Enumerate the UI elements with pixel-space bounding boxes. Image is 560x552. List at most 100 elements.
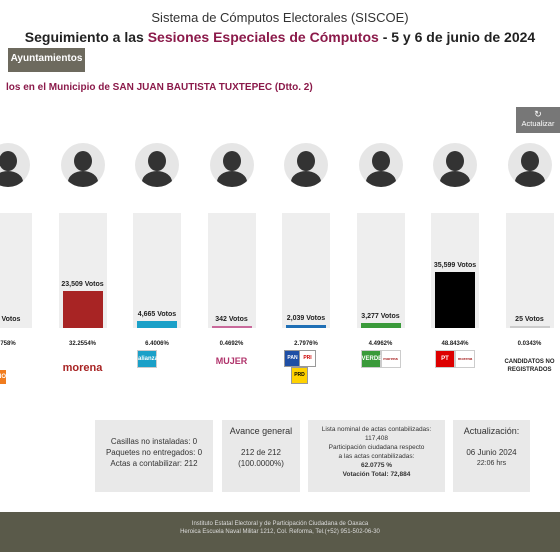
percent: 6.4006% (145, 341, 169, 347)
bar-panel (0, 213, 32, 328)
percent: 4.4962% (368, 341, 393, 347)
title-lead: Seguimiento a las (24, 29, 148, 45)
stat: 22:06 hrs (476, 460, 507, 467)
system-title: Sistema de Cómputos Electorales (SISCOE) (151, 10, 409, 25)
stat: 06 Junio 2024 (466, 448, 517, 457)
vote-label: 25 Votos (515, 316, 544, 323)
percent: 0.0343% (517, 341, 542, 347)
logo-text: ADANO (0, 370, 6, 384)
vote-label: 4,665 Votos (137, 310, 177, 318)
vote-label: 3,277 Votos (361, 312, 400, 320)
logo-text: MUJER (215, 356, 248, 366)
percent: 2.7976% (294, 341, 318, 347)
bar (435, 272, 475, 328)
party-logo: morena (59, 350, 107, 392)
stat: Casillas no instaladas: 0 (110, 437, 198, 446)
logo-text: morena (455, 350, 475, 368)
party-logo: CANDIDATOS NO REGISTRADOS (504, 350, 554, 392)
avatar (284, 143, 328, 187)
stats-box: Actualización: 06 Junio 2024 22:06 hrs (453, 420, 530, 492)
bar (509, 326, 550, 328)
party-logo: PT morena (431, 350, 479, 392)
stats-box: Lista nominal de actas contabilizadas: 1… (308, 420, 445, 492)
party-logo: alianza Oaxaca (133, 350, 181, 392)
percent: 48.8434% (441, 341, 469, 347)
logo-text: PT (435, 350, 455, 368)
footer-line: Instituto Estatal Electoral y de Partici… (191, 521, 369, 527)
bar-panel (282, 213, 330, 328)
bar (211, 326, 252, 328)
avatar (507, 143, 552, 187)
stat-title: Avance general (229, 426, 293, 436)
footer: Instituto Estatal Electoral y de Partici… (0, 512, 560, 552)
avatar-head (520, 151, 539, 171)
logo-text: morena (62, 362, 103, 374)
vote-label: 7 Votos (0, 316, 21, 323)
vote-label: 23,509 Votos (61, 281, 104, 289)
bar (137, 320, 177, 328)
avatar-head (0, 151, 17, 171)
title-dates: - 5 y 6 de junio de 2024 (378, 29, 536, 45)
subtitle: los en el Municipio de SAN JUAN BAUTISTA… (6, 82, 313, 93)
stat: Participación ciudadana respecto (328, 444, 425, 451)
bar-panel (133, 213, 181, 328)
stat-title: Actualización: (463, 426, 520, 436)
stat: 117,408 (364, 435, 388, 442)
avatar-head (297, 151, 315, 171)
logo-text: PRD (291, 367, 308, 384)
logo-text: Oaxaca (148, 380, 166, 386)
avatar-body (291, 171, 321, 187)
percent: 32.2554% (68, 341, 97, 347)
party-logo: MUJER (208, 350, 256, 392)
avatar (135, 143, 179, 187)
refresh-button[interactable]: ↻ Actualizar (516, 107, 560, 133)
bar-panel (207, 213, 256, 328)
stat: a las actas contabilizadas: (338, 453, 415, 460)
avatar-head (371, 151, 390, 171)
logo-text: PAN (284, 350, 301, 367)
avatar-head (73, 151, 92, 171)
stat: Actas a contabilizar: 212 (110, 459, 198, 468)
bar-panel (356, 213, 405, 328)
logo-text: alianza (137, 350, 158, 368)
avatar (358, 143, 403, 187)
avatar (209, 143, 254, 187)
bar (360, 322, 401, 328)
avatar-head (148, 151, 166, 171)
stat: (100.0000%) (238, 459, 284, 468)
stat: Lista nominal de actas contabilizadas: (321, 426, 432, 433)
avatar-body (0, 171, 23, 187)
avatar-body (440, 171, 470, 187)
vote-label: 35,599 Votos (433, 262, 477, 269)
logo-text: morena (380, 350, 401, 368)
bar-panel (505, 213, 554, 328)
stat: 62.0775 % (360, 462, 393, 469)
title-highlight: Sesiones Especiales de Cómputos (147, 29, 379, 45)
avatar (60, 143, 105, 187)
stat: Paquetes no entregados: 0 (105, 448, 203, 457)
bar (62, 291, 103, 328)
avatar (433, 143, 477, 187)
stat: 212 de 212 (240, 448, 282, 457)
percent: 0.4692% (219, 341, 244, 347)
avatar-body (142, 171, 172, 187)
percent: 758% (0, 341, 16, 347)
party-logo: ADANO (0, 350, 32, 392)
footer-line: Heroica Escuela Naval Militar 1212, Col.… (180, 529, 380, 535)
avatar-head (222, 151, 241, 171)
results: 7 Votos 758% ADANO 23,509 Votos 32.2554% more… (0, 143, 555, 392)
main-title: Seguimiento a las Sesiones Especiales de… (0, 29, 560, 45)
bar (286, 324, 326, 328)
logo-text: VERDE (360, 350, 382, 368)
logo-text: PRI (299, 350, 316, 367)
party-logo: PAN PRI PRD (282, 350, 330, 392)
avatar-body (216, 171, 247, 187)
avatar (0, 143, 30, 187)
avatar-body (67, 171, 98, 187)
party-logo: VERDE morena (357, 350, 405, 392)
avatar-head (446, 151, 464, 171)
tab[interactable]: Ayuntamientos (8, 48, 85, 72)
avatar-body (514, 171, 545, 187)
vote-label: 2,039 Votos (286, 314, 326, 322)
